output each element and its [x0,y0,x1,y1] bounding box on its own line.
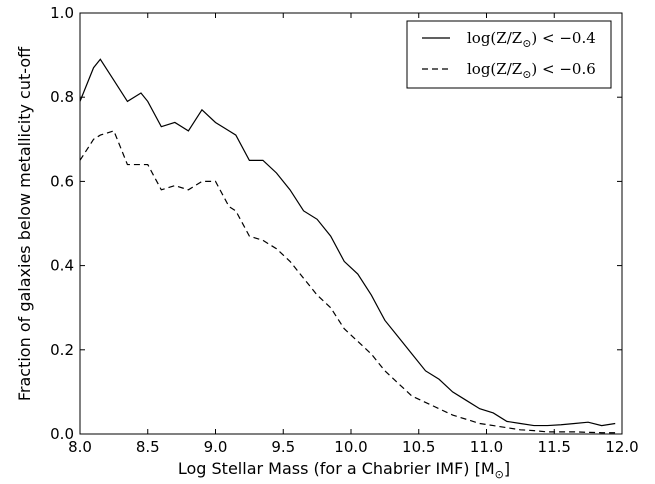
y-tick-label: 0.4 [50,257,74,275]
x-tick-label: 10.0 [334,438,367,456]
y-tick-label: 0.6 [50,172,74,190]
x-tick-label: 9.0 [204,438,228,456]
y-axis-label: Fraction of galaxies below metallicity c… [15,46,34,401]
series-line-0 [80,59,615,425]
x-axis-label-subscript: ⊙ [495,468,504,481]
x-tick-label: 11.5 [538,438,571,456]
y-tick-label: 0.8 [50,88,74,106]
x-axis-label: Log Stellar Mass (for a Chabrier IMF) [M… [178,459,510,481]
series-layer [80,59,615,432]
x-tick-label: 10.5 [402,438,435,456]
y-tick-label: 0.2 [50,341,74,359]
legend-label-1: log(Z/Z⊙) < −0.6 [467,60,596,81]
series-line-1 [80,131,615,433]
y-tick-label: 0.0 [50,425,74,443]
legend: log(Z/Z⊙) < −0.4 log(Z/Z⊙) < −0.6 [407,21,611,88]
legend-label-0: log(Z/Z⊙) < −0.4 [467,29,596,50]
x-tick-label: 11.0 [470,438,503,456]
x-tick-label: 9.5 [271,438,295,456]
x-tick-label: 8.5 [136,438,160,456]
y-tick-label: 1.0 [50,4,74,22]
x-tick-label: 12.0 [605,438,638,456]
